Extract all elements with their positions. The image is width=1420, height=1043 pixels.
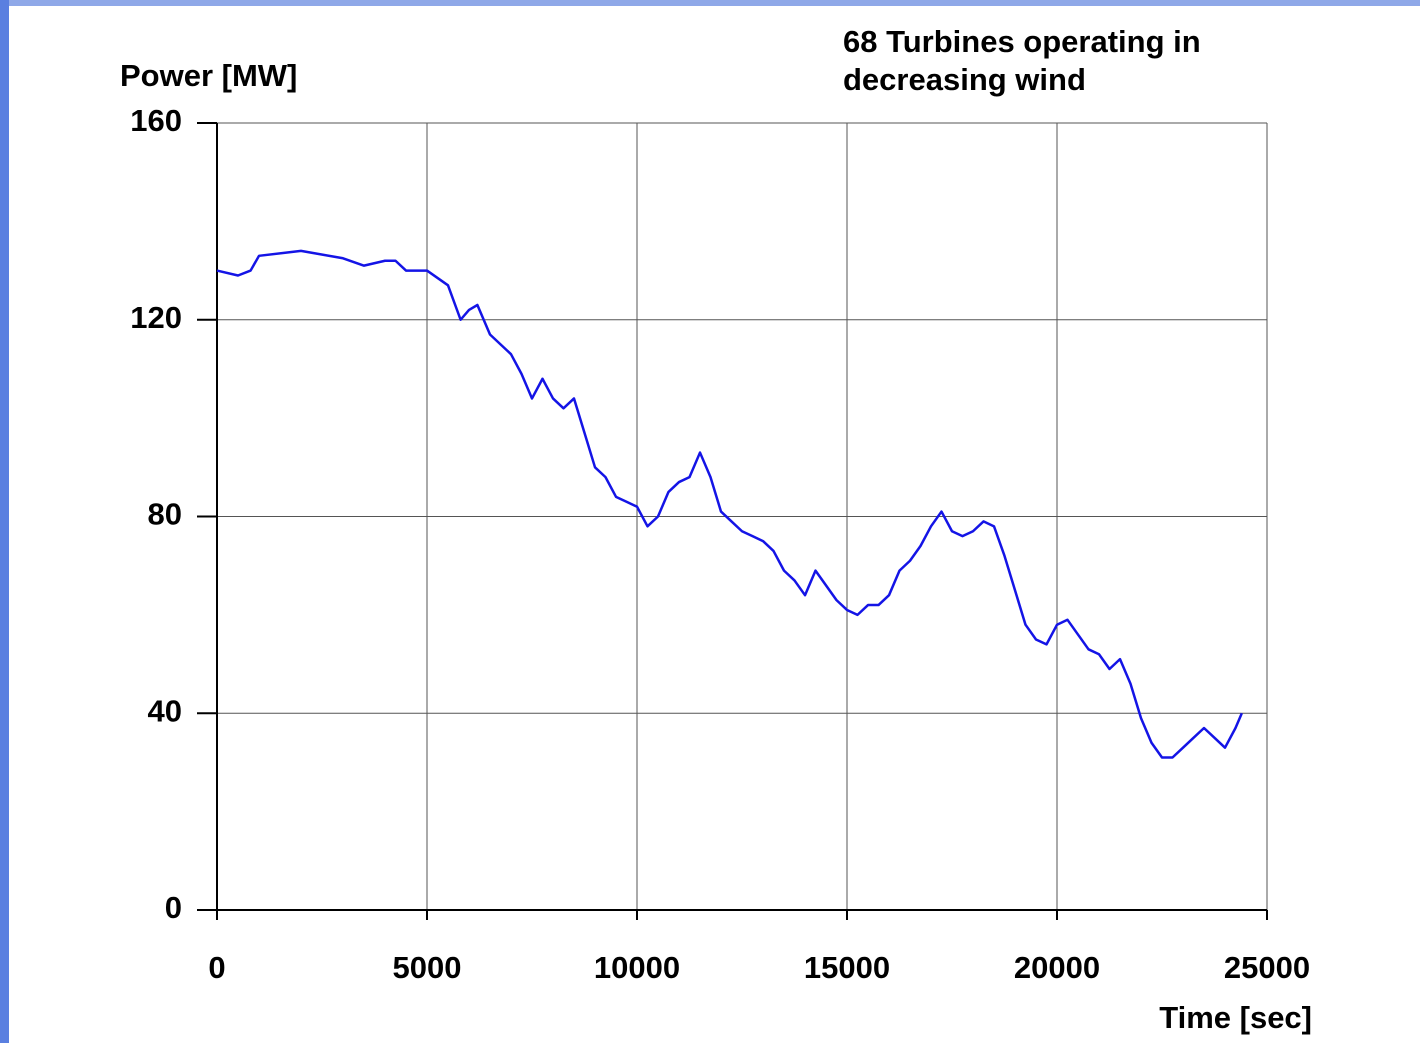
power-line: [216, 249, 1243, 759]
y-tick-label: 0: [165, 890, 182, 925]
y-tick-label: 160: [130, 103, 182, 138]
chart-title: decreasing wind: [843, 62, 1086, 97]
x-axis-label: Time [sec]: [1159, 1000, 1312, 1035]
left-border: [0, 0, 9, 1043]
x-tick-label: 10000: [594, 950, 680, 985]
y-tick-label: 120: [130, 300, 182, 335]
x-tick-label: 5000: [393, 950, 462, 985]
x-tick-label: 20000: [1014, 950, 1100, 985]
x-tick-label: 25000: [1224, 950, 1310, 985]
top-border: [0, 0, 1420, 6]
chart-title: 68 Turbines operating in: [843, 24, 1201, 59]
y-tick-label: 40: [148, 693, 182, 728]
y-axis-label: Power [MW]: [120, 58, 297, 93]
x-tick-label: 15000: [804, 950, 890, 985]
x-tick-label: 0: [208, 950, 225, 985]
y-tick-label: 80: [148, 497, 182, 532]
